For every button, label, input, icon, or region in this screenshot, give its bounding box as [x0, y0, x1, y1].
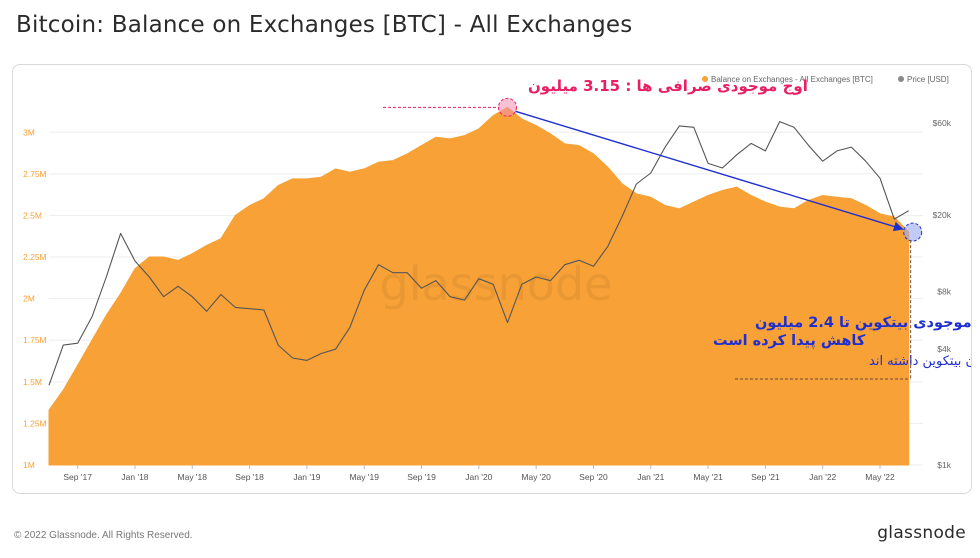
- y-left-tick-label: 2.75M: [23, 169, 47, 179]
- x-tick-label: May '20: [521, 472, 551, 482]
- page-title: Bitcoin: Balance on Exchanges [BTC] - Al…: [16, 12, 633, 38]
- current-title-line2: کاهش پیدا کرده است: [713, 333, 866, 349]
- x-tick-label: Sep '21: [751, 472, 780, 482]
- x-tick-label: May '19: [349, 472, 379, 482]
- brand-logo-text: glassnode: [877, 523, 966, 543]
- x-tick-label: Sep '20: [579, 472, 608, 482]
- current-title-line1: موجودی بیتکوین تا 2.4 میلیون: [755, 315, 971, 331]
- x-tick-label: Sep '17: [63, 472, 92, 482]
- x-tick-label: Sep '19: [407, 472, 436, 482]
- peak-marker: [497, 97, 517, 117]
- chart-frame: glassnode 1M 1.25M 1.5M 1.75M 2M 2.25M 2.5M 2.75…: [12, 64, 972, 494]
- legend-label: Balance on Exchanges - All Exchanges [BT…: [711, 75, 873, 84]
- y-left-tick-label: 1.5M: [23, 377, 42, 387]
- y-left-tick-label: 2M: [23, 294, 35, 304]
- x-tick-label: Jan '21: [637, 472, 664, 482]
- y-left-tick-label: 2.25M: [23, 252, 47, 262]
- watermark: glassnode: [380, 257, 613, 311]
- peak-label: اوج موجودی صرافی ها : 3.15 میلیون: [528, 77, 808, 95]
- x-tick-label: Jan '18: [121, 472, 148, 482]
- balance-on-exchanges-chart: glassnode 1M 1.25M 1.5M 1.75M 2M 2.25M 2.5M 2.75…: [23, 75, 971, 482]
- current-note: صرافی ها آخرین بار در ماه جولای 2018 این…: [869, 352, 971, 369]
- y-left-tick-label: 2.5M: [23, 210, 42, 220]
- legend-label: Price [USD]: [907, 75, 949, 84]
- y-right-tick-label: $8k: [937, 286, 951, 296]
- legend-swatch: [898, 76, 904, 82]
- y-right-tick-label: $20k: [933, 210, 952, 220]
- copyright: © 2022 Glassnode. All Rights Reserved.: [14, 530, 193, 541]
- balance-area-series: [48, 106, 910, 466]
- x-tick-label: Jan '20: [465, 472, 492, 482]
- current-marker: [903, 222, 923, 242]
- y-left-tick-label: 1.75M: [23, 335, 47, 345]
- y-right-tick-label: $4k: [937, 344, 951, 354]
- y-right-tick-label: $1k: [937, 460, 951, 470]
- y-left-tick-label: 1M: [23, 460, 35, 470]
- legend-swatch: [702, 76, 708, 82]
- x-tick-label: Sep '18: [235, 472, 264, 482]
- x-tick-label: May '18: [178, 472, 208, 482]
- x-tick-label: Jan '22: [809, 472, 836, 482]
- x-tick-label: May '21: [693, 472, 723, 482]
- x-tick-label: Jan '19: [293, 472, 320, 482]
- y-left-tick-label: 1.25M: [23, 418, 47, 428]
- x-tick-label: May '22: [865, 472, 895, 482]
- price-line-series: [48, 121, 909, 386]
- y-left-tick-label: 3M: [23, 127, 35, 137]
- decline-arrow: [515, 110, 904, 232]
- y-right-tick-label: $60k: [933, 118, 952, 128]
